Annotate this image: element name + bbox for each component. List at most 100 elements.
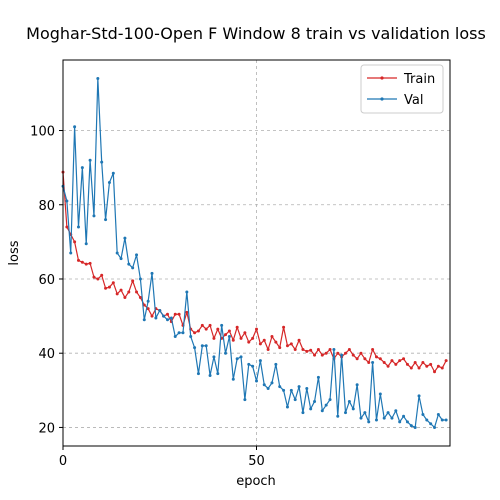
train-data-point bbox=[92, 275, 96, 279]
train-data-point bbox=[355, 357, 359, 361]
train-data-point bbox=[413, 360, 417, 364]
train-data-point bbox=[107, 285, 111, 289]
val-data-point bbox=[138, 277, 142, 281]
val-data-point bbox=[429, 422, 433, 426]
val-data-point bbox=[193, 346, 197, 350]
val-data-point bbox=[196, 372, 200, 376]
val-data-point bbox=[417, 394, 421, 398]
val-data-point bbox=[394, 409, 398, 413]
val-data-point bbox=[436, 412, 440, 416]
train-data-point bbox=[328, 348, 332, 351]
val-data-point bbox=[181, 331, 185, 335]
train-data-point bbox=[80, 260, 84, 264]
val-data-point bbox=[247, 362, 251, 366]
y-tick-label: 100 bbox=[30, 125, 55, 140]
val-data-point bbox=[425, 418, 429, 422]
val-data-point bbox=[305, 386, 309, 390]
val-data-point bbox=[285, 405, 289, 409]
train-data-point bbox=[394, 362, 398, 366]
train-data-point bbox=[421, 360, 425, 364]
val-data-point bbox=[355, 383, 359, 387]
train-data-point bbox=[119, 288, 123, 292]
train-data-point bbox=[127, 290, 131, 294]
val-data-point bbox=[104, 218, 108, 222]
val-data-point bbox=[220, 323, 224, 327]
val-data-point bbox=[347, 399, 351, 403]
val-data-point bbox=[293, 398, 297, 402]
train-data-point bbox=[96, 277, 100, 281]
val-data-point bbox=[131, 266, 135, 270]
train-data-point bbox=[440, 366, 444, 370]
train-data-point bbox=[111, 281, 115, 285]
val-data-point bbox=[413, 425, 417, 429]
train-data-point bbox=[316, 348, 320, 351]
val-data-point bbox=[320, 409, 324, 413]
val-data-point bbox=[150, 271, 154, 275]
val-data-point bbox=[154, 316, 158, 320]
val-data-point bbox=[146, 299, 150, 303]
val-data-point bbox=[224, 351, 228, 355]
val-data-point bbox=[76, 225, 80, 229]
val-data-point bbox=[313, 399, 317, 403]
train-data-point bbox=[378, 357, 382, 361]
train-data-point bbox=[204, 327, 208, 331]
val-data-point bbox=[158, 309, 162, 313]
train-data-point bbox=[425, 364, 429, 368]
val-data-point bbox=[309, 407, 313, 411]
train-data-point bbox=[243, 331, 247, 335]
train-data-point bbox=[398, 359, 402, 363]
train-data-point bbox=[293, 348, 297, 351]
train-data-point bbox=[405, 362, 409, 366]
train-data-point bbox=[146, 307, 150, 311]
train-data-point bbox=[177, 312, 181, 316]
val-data-point bbox=[96, 77, 100, 81]
val-data-point bbox=[239, 355, 243, 359]
val-data-point bbox=[316, 375, 320, 379]
train-data-point bbox=[88, 261, 92, 265]
val-data-point bbox=[208, 373, 212, 377]
train-data-point bbox=[208, 323, 212, 327]
val-data-point bbox=[200, 344, 204, 348]
train-data-point bbox=[115, 292, 119, 296]
val-data-point bbox=[258, 359, 262, 363]
val-data-point bbox=[119, 257, 123, 261]
train-data-point bbox=[131, 279, 135, 283]
val-data-point bbox=[262, 383, 266, 387]
val-data-point bbox=[382, 416, 386, 420]
train-data-point bbox=[371, 348, 375, 351]
y-tick-label: 60 bbox=[38, 273, 55, 288]
train-data-point bbox=[258, 342, 262, 346]
val-data-point bbox=[212, 355, 216, 359]
val-data-point bbox=[398, 420, 402, 424]
val-data-point bbox=[440, 418, 444, 422]
x-axis-label: epoch bbox=[236, 474, 276, 489]
legend-train-label: Train bbox=[403, 72, 435, 87]
val-data-point bbox=[297, 385, 301, 389]
val-data-point bbox=[135, 253, 139, 257]
val-data-point bbox=[185, 290, 189, 294]
val-data-point bbox=[266, 386, 270, 390]
y-axis-label: loss bbox=[7, 240, 22, 265]
val-data-point bbox=[243, 398, 247, 402]
val-data-point bbox=[92, 214, 96, 218]
val-data-point bbox=[69, 251, 73, 255]
val-data-point bbox=[278, 385, 282, 389]
legend-train-marker bbox=[380, 76, 384, 80]
train-data-point bbox=[301, 348, 305, 351]
train-data-point bbox=[274, 340, 278, 344]
val-data-point bbox=[409, 424, 413, 428]
train-data-point bbox=[444, 359, 448, 363]
val-data-point bbox=[231, 377, 235, 381]
train-data-point bbox=[100, 273, 104, 277]
train-data-point bbox=[73, 240, 77, 244]
train-data-point bbox=[135, 290, 139, 294]
val-data-point bbox=[282, 388, 286, 392]
train-data-point bbox=[285, 344, 289, 348]
val-data-point bbox=[351, 407, 355, 411]
train-data-point bbox=[386, 364, 390, 368]
train-data-point bbox=[367, 360, 371, 364]
legend-val-label: Val bbox=[404, 93, 423, 108]
train-data-point bbox=[374, 355, 378, 359]
train-data-point bbox=[224, 333, 228, 337]
y-tick-label: 80 bbox=[38, 199, 55, 214]
